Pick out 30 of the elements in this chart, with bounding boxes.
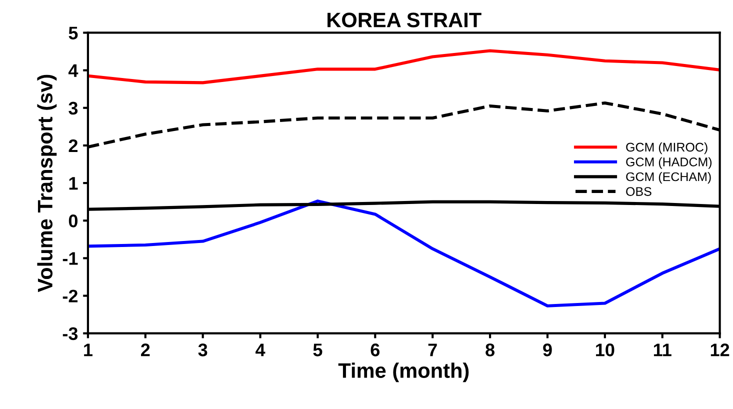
x-tick-label: 3 xyxy=(198,344,208,356)
line-series xyxy=(88,200,720,308)
y-tick-label: 4 xyxy=(68,64,78,77)
x-tick-label: 1 xyxy=(84,344,92,356)
x-tick-label: 6 xyxy=(370,344,380,356)
y-tick-label: 1 xyxy=(69,177,78,190)
y-tick-label: 0 xyxy=(68,214,78,228)
x-tick-label: 7 xyxy=(428,344,437,356)
y-tick-label: -1 xyxy=(62,252,78,265)
x-tick-label: 12 xyxy=(710,344,730,356)
legend-label: GCM (MIROC) xyxy=(626,142,708,154)
x-tick-label: 9 xyxy=(543,344,552,356)
y-tick-label: -3 xyxy=(62,327,78,340)
y-tick-label: 5 xyxy=(68,26,78,40)
legend-label: GCM (HADCM) xyxy=(626,157,712,169)
legend-label: OBS xyxy=(626,187,652,196)
y-tick-label: 2 xyxy=(68,139,78,152)
legend-label: GCM (ECHAM) xyxy=(626,172,711,184)
x-tick-label: 4 xyxy=(256,344,266,356)
line-series xyxy=(88,49,720,84)
x-tick-label: 5 xyxy=(313,344,322,356)
chart-title: KOREA STRAIT xyxy=(328,12,482,28)
y-axis-title: Volume Transport (sv) xyxy=(37,74,57,292)
x-tick-label: 10 xyxy=(596,344,614,356)
y-tick-label: 3 xyxy=(68,102,78,115)
x-tick-label: 2 xyxy=(141,344,150,356)
y-tick-label: -2 xyxy=(62,290,78,302)
x-tick-label: 11 xyxy=(654,344,672,356)
x-tick-label: 8 xyxy=(486,344,495,356)
x-axis-title: Time (month) xyxy=(338,362,469,382)
